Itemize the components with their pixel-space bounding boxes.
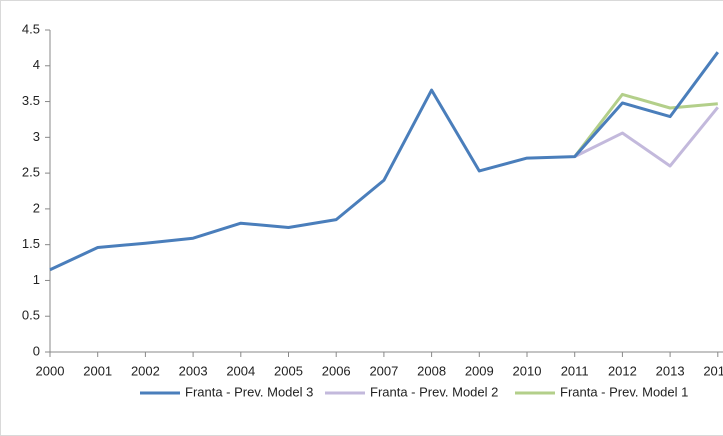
x-tick-label: 2003 bbox=[179, 363, 208, 378]
x-tick-label: 2008 bbox=[417, 363, 446, 378]
y-tick-label: 2.5 bbox=[22, 165, 40, 180]
x-tick-label: 2012 bbox=[608, 363, 637, 378]
series-line bbox=[573, 92, 718, 158]
legend-label: Franta - Prev. Model 3 bbox=[185, 384, 313, 399]
y-tick-label: 3.5 bbox=[22, 93, 40, 108]
y-tick-label: 1.5 bbox=[22, 236, 40, 251]
legend-label: Franta - Prev. Model 1 bbox=[560, 384, 688, 399]
y-tick-label: 4.5 bbox=[22, 21, 40, 36]
x-tick-label: 2005 bbox=[274, 363, 303, 378]
x-tick-label: 2009 bbox=[465, 363, 494, 378]
y-tick-label: 0 bbox=[33, 343, 40, 358]
x-tick-label: 2006 bbox=[322, 363, 351, 378]
legend-label: Franta - Prev. Model 2 bbox=[370, 384, 498, 399]
series-line bbox=[49, 51, 720, 272]
y-tick-label: 1 bbox=[33, 272, 40, 287]
x-tick-label: 2002 bbox=[131, 363, 160, 378]
x-tick-label: 2001 bbox=[83, 363, 112, 378]
y-tick-label: 0.5 bbox=[22, 308, 40, 323]
x-tick-label: 2014 bbox=[703, 363, 723, 378]
x-tick-label: 2013 bbox=[656, 363, 685, 378]
x-tick-label: 2004 bbox=[226, 363, 255, 378]
y-tick-label: 4 bbox=[33, 57, 40, 72]
y-tick-label: 3 bbox=[33, 129, 40, 144]
x-tick-label: 2007 bbox=[369, 363, 398, 378]
x-tick-label: 2000 bbox=[36, 363, 65, 378]
y-tick-label: 2 bbox=[33, 200, 40, 215]
series-line bbox=[574, 106, 719, 168]
x-tick-label: 2011 bbox=[561, 363, 589, 378]
x-tick-label: 2010 bbox=[513, 363, 542, 378]
